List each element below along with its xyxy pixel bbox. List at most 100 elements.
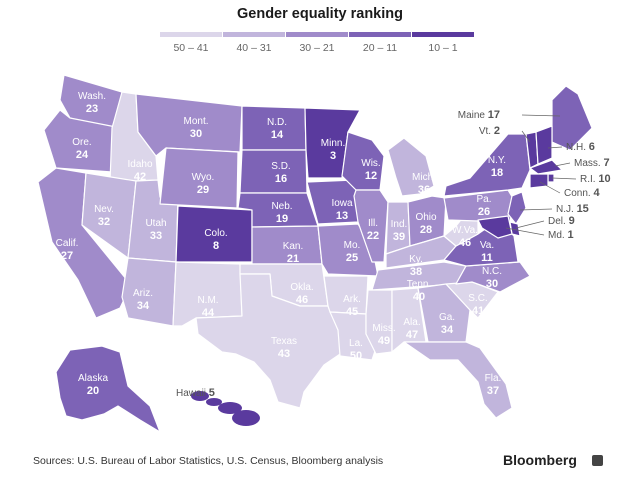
legend-swatch	[412, 32, 474, 37]
state-label-n-d: N.D.	[267, 117, 287, 128]
state-label-ill: Ill.	[368, 218, 378, 229]
state-label-alaska: Alaska	[78, 373, 108, 384]
legend: 50 – 41 40 – 31 30 – 21 20 – 11 10 – 1	[160, 32, 475, 54]
state-label-tenn: Tenn.	[407, 279, 431, 290]
state-minn	[304, 107, 361, 179]
legend-label: 50 – 41	[173, 42, 209, 54]
state-rank-tenn: 40	[413, 291, 425, 303]
state-mich	[387, 137, 435, 197]
state-label-del: Del. 9	[548, 215, 575, 227]
state-rank-w-va: 46	[459, 237, 471, 249]
state-label-ark: Ark.	[343, 294, 361, 305]
state-hawaii-island	[191, 391, 209, 401]
state-rank-mich: 36	[418, 184, 430, 196]
legend-swatch	[286, 32, 348, 37]
state-label-ariz: Ariz.	[133, 288, 153, 299]
state-label-mass: Mass. 7	[574, 157, 610, 169]
state-n-d	[241, 105, 307, 151]
state-rank-iowa: 13	[336, 210, 348, 222]
state-label-vt: Vt. 2	[479, 125, 500, 137]
state-label-la: La.	[349, 338, 363, 349]
state-label-idaho: Idaho	[127, 159, 152, 170]
state-label-md: Md. 1	[548, 229, 574, 241]
state-label-neb: Neb.	[271, 201, 292, 212]
state-maine	[551, 85, 593, 151]
state-rank-minn: 3	[330, 150, 336, 162]
state-label-s-c: S.C.	[468, 293, 487, 304]
state-rank-n-c: 30	[486, 278, 498, 290]
legend-item: 40 – 31	[223, 32, 285, 54]
state-texas	[195, 273, 347, 409]
state-rank-texas: 43	[278, 348, 290, 360]
state-label-ind: Ind.	[391, 219, 408, 230]
state-rank-miss: 49	[378, 335, 390, 347]
state-rank-va: 11	[481, 252, 493, 264]
state-wyo	[159, 147, 239, 209]
state-rank-ore: 24	[76, 149, 89, 161]
leader-line	[547, 146, 563, 149]
state-rank-ky: 38	[410, 266, 422, 278]
legend-item: 20 – 11	[349, 32, 411, 54]
legend-swatch	[349, 32, 411, 37]
state-label-minn: Minn.	[321, 138, 345, 149]
state-label-mo: Mo.	[344, 240, 361, 251]
state-label-r-i: R.I. 10	[580, 173, 611, 185]
legend-label: 10 – 1	[428, 42, 458, 54]
leader-line	[554, 162, 571, 167]
state-label-conn: Conn. 4	[564, 187, 600, 199]
state-rank-mont: 30	[190, 128, 202, 140]
bloomberg-logo: Bloomberg	[503, 452, 577, 468]
legend-label: 40 – 31	[236, 42, 272, 54]
state-label-calif: Calif.	[56, 238, 79, 249]
state-label-ohio: Ohio	[415, 212, 437, 223]
leader-line	[521, 114, 561, 117]
legend-swatch	[160, 32, 222, 37]
state-label-n-j: N.J. 15	[556, 203, 589, 215]
state-rank-pa: 26	[478, 206, 490, 218]
bloomberg-chart-icon	[592, 455, 603, 466]
state-label-okla: Okla.	[290, 282, 313, 293]
state-rank-nev: 32	[98, 216, 110, 228]
state-n-y	[443, 133, 531, 197]
state-hawaii-island	[232, 410, 260, 426]
state-fla	[403, 341, 513, 419]
state-label-colo: Colo.	[204, 228, 227, 239]
leader-line	[505, 227, 545, 236]
state-rank-wyo: 29	[197, 184, 209, 196]
legend-swatch	[223, 32, 285, 37]
legend-item: 10 – 1	[412, 32, 474, 54]
state-label-ga: Ga.	[439, 312, 455, 323]
leader-line	[515, 220, 545, 229]
state-label-maine: Maine 17	[458, 109, 500, 121]
state-rank-idaho: 42	[134, 171, 146, 183]
state-alaska	[55, 345, 161, 433]
state-rank-calif: 27	[61, 250, 73, 262]
leader-line	[521, 130, 531, 143]
state-rank-alaska: 20	[87, 385, 99, 397]
state-rank-wash: 23	[86, 103, 98, 115]
state-label-texas: Texas	[271, 336, 297, 347]
state-n-j	[507, 191, 527, 225]
state-label-n-m: N.M.	[197, 295, 218, 306]
leader-line	[519, 208, 553, 211]
state-rank-wis: 12	[365, 170, 377, 182]
state-label-n-h: N.H. 6	[566, 141, 595, 153]
state-rank-colo: 8	[213, 240, 219, 252]
state-hawaii-island	[218, 402, 242, 414]
state-rank-ill: 22	[367, 230, 379, 242]
state-label-s-d: S.D.	[271, 161, 290, 172]
leader-line	[551, 177, 577, 180]
state-rank-n-d: 14	[271, 129, 284, 141]
state-rank-n-y: 18	[491, 167, 503, 179]
state-ga	[417, 283, 471, 343]
state-label-pa: Pa.	[476, 194, 491, 205]
state-ariz	[121, 257, 177, 327]
state-rank-kan: 21	[287, 253, 299, 265]
state-label-fla: Fla.	[485, 373, 502, 384]
legend-item: 50 – 41	[160, 32, 222, 54]
state-rank-ohio: 28	[420, 224, 432, 236]
state-rank-utah: 33	[150, 230, 162, 242]
state-rank-neb: 19	[276, 213, 288, 225]
state-label-ala: Ala.	[403, 317, 420, 328]
